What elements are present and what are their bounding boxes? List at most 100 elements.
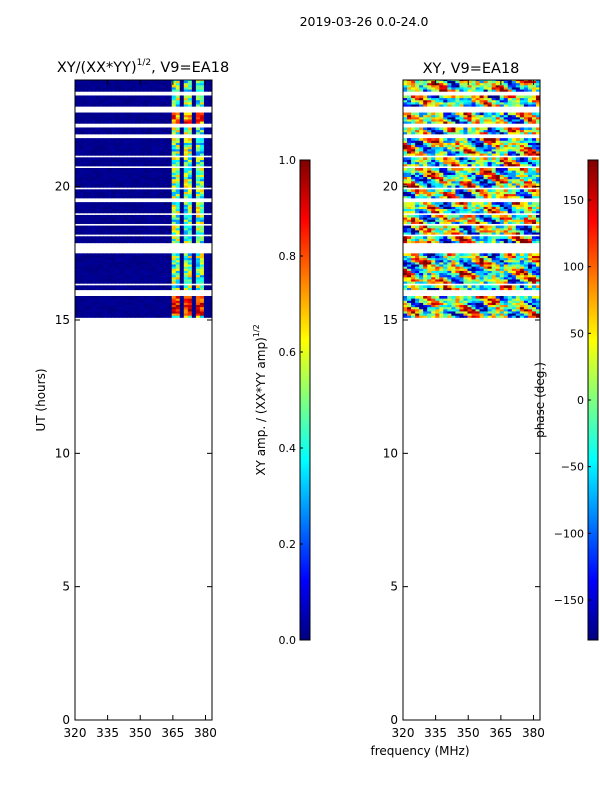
heatmap-cell [427,191,432,195]
heatmap-cell [115,268,120,271]
heatmap-cell [511,296,517,299]
heatmap-cell [419,259,424,263]
heatmap-cell [143,302,149,306]
heatmap-cell [147,97,153,101]
heatmap-cell [139,161,144,165]
heatmap-cell [103,315,108,318]
heatmap-cell [527,206,533,210]
heatmap-cell [167,121,173,124]
heatmap-cell [447,204,452,207]
heatmap-cell [207,229,212,233]
heatmap-cell [463,236,468,239]
heatmap-cell [475,176,481,180]
heatmap-cell [183,86,189,90]
heatmap-cell [443,227,448,231]
heatmap-cell [199,285,205,288]
x-tick-label: 365 [161,726,184,740]
heatmap-cell [495,278,501,282]
heatmap-cell [499,204,505,207]
heatmap-cell [183,97,189,101]
heatmap-cell [523,174,529,178]
heatmap-cell [403,281,408,284]
heatmap-cell [495,236,501,239]
heatmap-cell [175,116,181,120]
heatmap-cell [423,195,428,199]
heatmap-cell [471,176,477,180]
heatmap-cell [423,257,428,261]
heatmap-cell [103,266,108,269]
heatmap-cell [483,206,489,210]
heatmap-cell [175,206,181,210]
heatmap-cell [111,204,116,207]
heatmap-cell [403,287,408,291]
title-exponent: 1/2 [137,58,151,68]
heatmap-cell [119,204,124,207]
heatmap-cell [171,99,177,103]
heatmap-cell [91,261,96,265]
heatmap-cell [139,274,144,278]
heatmap-cell [163,146,169,150]
heatmap-cell [91,208,96,212]
heatmap-cell [95,138,100,141]
heatmap-cell [123,148,128,152]
heatmap-cell [427,168,432,171]
heatmap-cell [135,95,140,99]
heatmap-cell [483,204,489,207]
heatmap-cell [167,281,173,284]
heatmap-cell [483,178,489,182]
heatmap-cell [479,227,485,231]
heatmap-cell [479,272,485,276]
heatmap-cell [131,296,136,299]
heatmap-cell [99,185,104,188]
colorbar-amplitude-ticks: 0.00.20.40.60.81.0 [279,154,303,647]
heatmap-cell [403,153,408,156]
heatmap-cell [451,208,456,212]
heatmap-cell [131,116,136,120]
heatmap-cell [91,236,96,239]
heatmap-cell [507,210,513,214]
heatmap-cell [427,264,432,267]
heatmap-cell [471,189,477,192]
heatmap-cell [147,138,153,141]
heatmap-cell [167,131,173,135]
heatmap-cell [135,238,140,242]
heatmap-cell [107,214,112,218]
heatmap-cell [135,185,140,188]
heatmap-cell [131,287,136,291]
heatmap-cell [83,99,88,103]
heatmap-cell [83,178,88,182]
heatmap-cell [163,112,169,116]
heatmap-cell [135,217,140,220]
heatmap-cell [147,229,153,233]
heatmap-cell [459,274,464,278]
heatmap-cell [163,80,169,82]
heatmap-cell [75,118,80,122]
heatmap-cell [515,281,521,284]
heatmap-cell [519,221,525,224]
heatmap-cell [515,313,521,316]
heatmap-cell [199,80,205,82]
heatmap-cell [179,238,185,242]
heatmap-cell [95,227,100,231]
heatmap-cell [111,300,116,303]
heatmap-cell [455,176,460,180]
heatmap-cell [403,210,408,214]
heatmap-cell [87,131,92,135]
heatmap-cell [459,238,464,242]
heatmap-cell [155,144,161,148]
heatmap-cell [143,144,149,148]
heatmap-cell [103,240,108,244]
heatmap-cell [427,255,432,259]
heatmap-cell [87,208,92,212]
heatmap-cell [91,259,96,263]
heatmap-cell [467,310,472,314]
heatmap-cell [143,95,149,99]
heatmap-cell [535,176,540,180]
heatmap-cell [403,174,408,178]
heatmap-cell [175,86,181,90]
heatmap-cell [119,150,124,154]
heatmap-cell [83,217,88,220]
heatmap-cell [511,229,517,233]
heatmap-cell [159,163,165,167]
heatmap-cell [123,101,128,105]
